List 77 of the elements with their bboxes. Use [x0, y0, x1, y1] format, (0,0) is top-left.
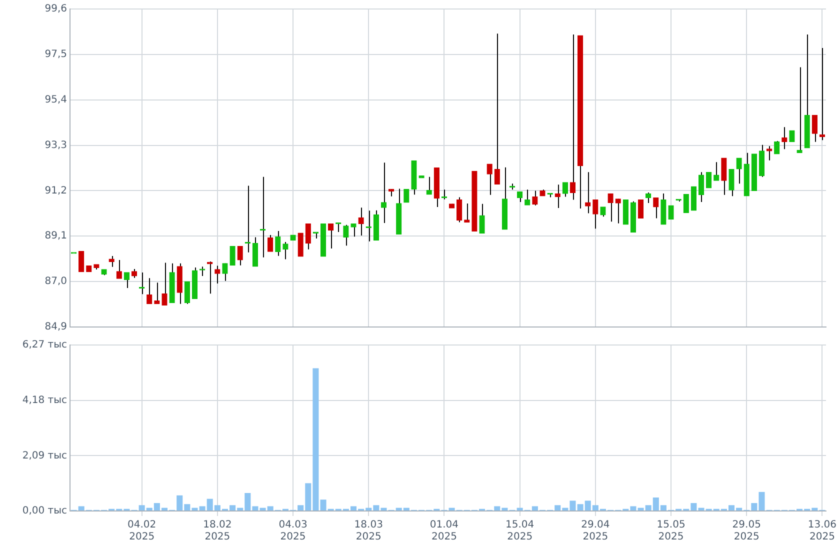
candlestick — [275, 230, 281, 256]
y-tick-label: 93,3 — [44, 140, 67, 151]
candlestick — [154, 282, 160, 304]
candlestick — [532, 190, 538, 206]
candlestick — [162, 262, 168, 306]
candlestick — [668, 205, 674, 220]
candlestick — [252, 236, 258, 267]
candlestick — [812, 114, 818, 142]
candlestick — [721, 158, 727, 196]
candlestick — [380, 162, 387, 224]
y-tick-label: 87,0 — [44, 276, 67, 288]
candlestick — [350, 223, 356, 238]
candlestick — [653, 197, 659, 219]
candlestick — [479, 203, 485, 234]
candlestick — [698, 172, 704, 202]
y-tick-label: 2,09 тыс — [22, 450, 67, 462]
x-tick-label: 13.06 2025 — [808, 520, 837, 543]
candlestick — [782, 126, 788, 150]
y-tick-label: 91,2 — [44, 185, 67, 196]
candlestick — [486, 164, 492, 196]
candlestick — [766, 146, 772, 161]
candlestick — [146, 278, 152, 304]
y-tick-label: 4,18 тыс — [22, 394, 67, 406]
candlestick — [464, 202, 470, 223]
candlestick — [108, 256, 114, 268]
y-tick-label: 6,27 тыс — [22, 340, 67, 351]
candlestick — [638, 199, 644, 219]
candlestick — [683, 194, 689, 214]
candlestick — [116, 259, 122, 280]
x-tick-label: 29.04 2025 — [581, 520, 610, 543]
candlestick — [282, 241, 288, 260]
candlestick — [214, 265, 220, 284]
candlestick — [404, 188, 410, 203]
y-tick-label: 99,6 — [44, 4, 67, 15]
candlestick — [305, 223, 311, 250]
x-tick-label: 15.05 2025 — [656, 520, 686, 543]
candlestick — [736, 158, 742, 184]
x-tick-label: 18.03 2025 — [354, 520, 383, 543]
candlestick — [230, 246, 236, 266]
x-tick-label: 04.02 2025 — [128, 520, 156, 543]
x-tick-label: 04.03 2025 — [278, 520, 308, 543]
candlestick — [268, 234, 274, 252]
x-tick-label: 18.02 2025 — [203, 520, 232, 543]
x-tick-label: 29.05 2025 — [732, 520, 761, 543]
candlestick — [615, 198, 621, 224]
y-tick-label: 0,00 тыс — [22, 506, 67, 517]
y-tick-label: 89,1 — [44, 230, 67, 242]
candlestick — [789, 130, 795, 142]
y-tick-label: 84,9 — [44, 322, 67, 333]
y-tick-label: 97,5 — [44, 49, 67, 60]
candlestick — [524, 189, 530, 206]
candlestick — [237, 246, 243, 266]
x-tick-label: 01.04 2025 — [430, 520, 459, 543]
candlestick — [758, 144, 765, 178]
candlestick — [714, 162, 720, 182]
candlestick — [570, 34, 576, 200]
candlestick — [728, 168, 734, 197]
candlestick — [774, 140, 780, 154]
candlestick — [343, 224, 349, 246]
candlestick — [592, 199, 598, 230]
candlestick — [124, 272, 130, 289]
x-tick-label: 15.04 2025 — [506, 520, 534, 543]
candlestick — [78, 250, 84, 272]
candlestick — [562, 182, 568, 198]
candlestick — [706, 172, 712, 188]
candlestick — [328, 223, 334, 249]
candlestick — [494, 33, 500, 185]
candlestick — [222, 262, 228, 282]
candlestick — [184, 281, 190, 304]
candlestick — [516, 191, 523, 202]
candlestick — [358, 207, 364, 236]
candlestick — [456, 196, 462, 223]
candlestick — [585, 172, 591, 214]
candlestick — [207, 260, 213, 294]
candlestick — [608, 193, 614, 222]
y-tick-label: 95,4 — [44, 94, 67, 106]
candlestick — [660, 193, 666, 225]
